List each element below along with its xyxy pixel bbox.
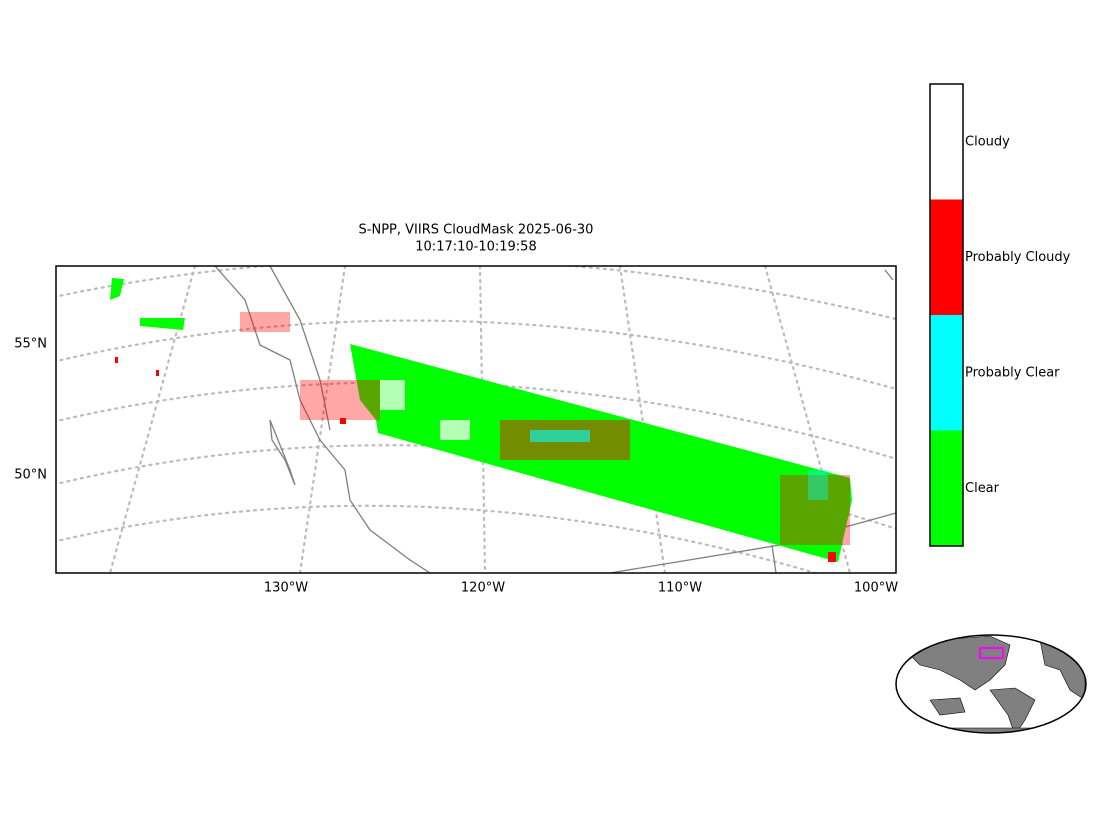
lon-label: 110°W	[658, 581, 702, 596]
lon-label: 100°W	[854, 581, 898, 596]
lat-label: 50°N	[14, 468, 47, 483]
lat-label: 55°N	[14, 337, 47, 352]
lon-label: 120°W	[461, 581, 505, 596]
colorbar-segment	[930, 84, 963, 200]
map: 55°N 50°N 130°W 120°W 110°W 100°W	[14, 265, 898, 596]
colorbar-label: Probably Cloudy	[965, 250, 1071, 265]
colorbar-segment	[930, 315, 963, 431]
colorbar-label: Cloudy	[965, 134, 1010, 149]
title-line: S-NPP, VIIRS CloudMask 2025-06-30	[359, 223, 594, 238]
colorbar: Clear Probably Clear Probably Cloudy Cloudy	[929, 83, 1071, 547]
colorbar-label: Probably Clear	[965, 365, 1060, 380]
map-frame	[55, 265, 897, 574]
colorbar-label: Clear	[965, 481, 1000, 496]
colorbar-frame	[929, 83, 964, 547]
title-line: 10:17:10-10:19:58	[415, 240, 536, 255]
lon-label: 130°W	[264, 581, 308, 596]
colorbar-segment	[930, 430, 963, 546]
colorbar-segment	[930, 199, 963, 315]
inset-globe	[895, 634, 1087, 734]
